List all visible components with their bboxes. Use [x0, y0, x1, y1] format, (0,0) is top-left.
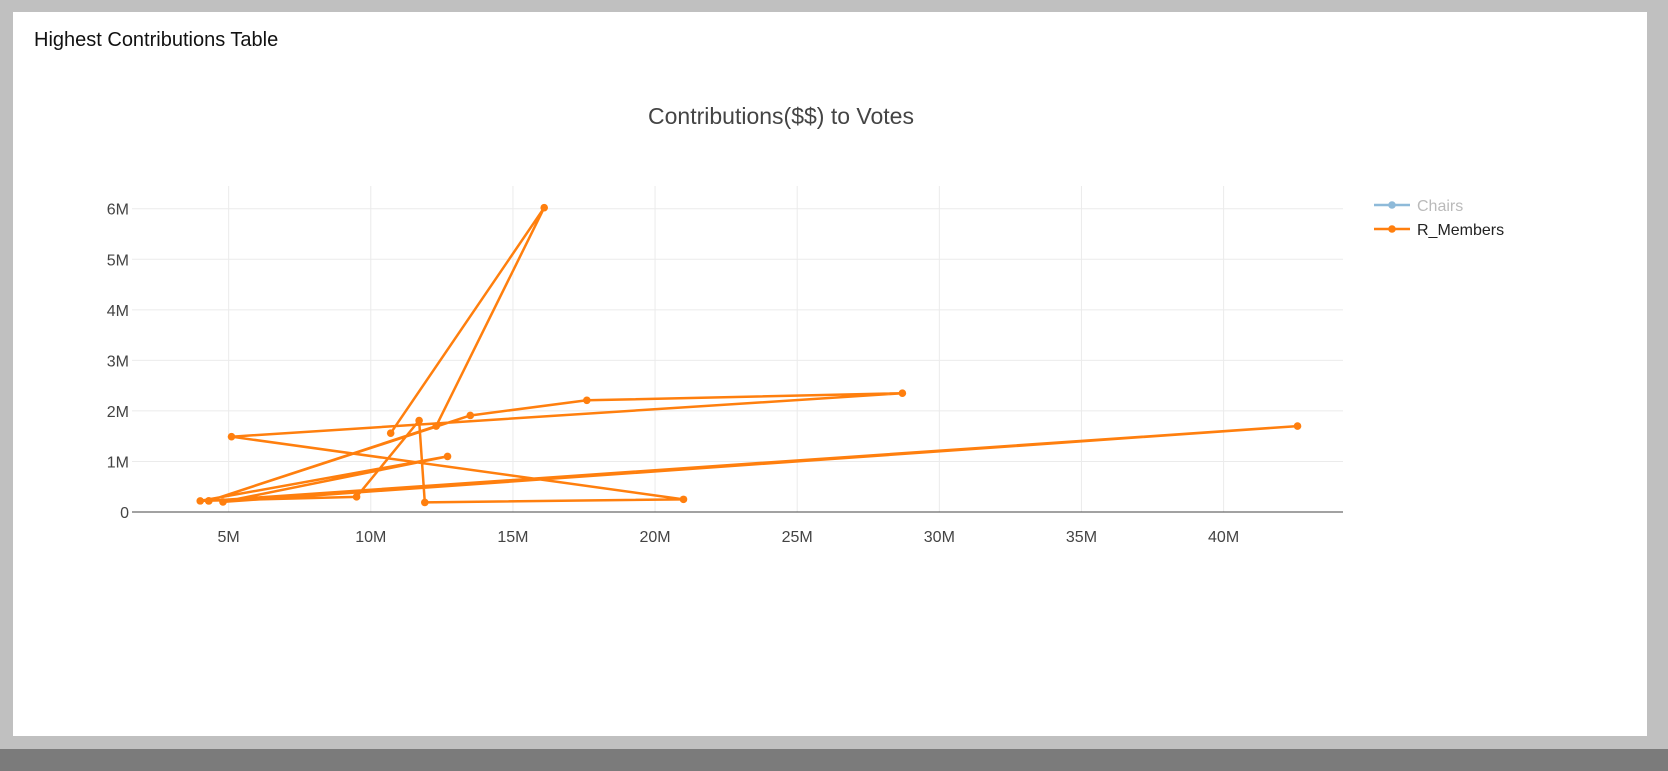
data-point[interactable]	[352, 493, 361, 501]
grid-layer	[132, 186, 1343, 512]
data-point[interactable]	[466, 411, 475, 420]
legend-item-chairs[interactable]: Chairs	[1374, 198, 1463, 215]
legend-item-r-members[interactable]: R_Members	[1374, 222, 1504, 239]
y-tick-label: 3M	[107, 353, 129, 370]
data-point[interactable]	[227, 432, 236, 441]
chart-panel: Highest Contributions Table	[13, 12, 1647, 736]
data-point[interactable]	[443, 452, 452, 461]
x-tick-label: 30M	[924, 529, 955, 546]
series-layer[interactable]	[196, 203, 1302, 507]
legend-label: R_Members	[1417, 222, 1504, 239]
legend-swatch-marker	[1388, 201, 1396, 209]
x-tick-label: 5M	[218, 529, 240, 546]
data-point[interactable]	[1293, 422, 1302, 430]
y-tick-label: 6M	[107, 202, 129, 219]
data-point[interactable]	[432, 422, 440, 430]
bottom-bar	[0, 749, 1668, 771]
legend[interactable]: Chairs R_Members	[1374, 198, 1504, 239]
y-tick-label: 1M	[107, 454, 129, 471]
legend-label: Chairs	[1417, 198, 1463, 215]
data-point[interactable]	[415, 416, 423, 425]
data-point[interactable]	[540, 203, 548, 212]
axis-layer: 5M 10M 15M 20M 25M 30M 35M 40M 0 1M 2M 3M 4M 5M 6M	[107, 202, 1343, 546]
x-tick-label: 15M	[497, 529, 528, 546]
x-tick-label: 20M	[639, 529, 670, 546]
data-point[interactable]	[898, 389, 907, 398]
x-tick-label: 10M	[355, 529, 386, 546]
data-point[interactable]	[219, 498, 227, 506]
data-point[interactable]	[196, 497, 205, 505]
x-tick-label: 40M	[1208, 529, 1239, 546]
data-point[interactable]	[386, 429, 395, 437]
data-point[interactable]	[204, 497, 213, 505]
y-tick-label: 5M	[107, 252, 129, 269]
chart-title: Contributions($$) to Votes	[648, 103, 914, 129]
x-tick-label: 25M	[782, 529, 813, 546]
y-tick-label: 0	[120, 505, 129, 522]
x-tick-label: 35M	[1066, 529, 1097, 546]
page-title: Highest Contributions Table	[34, 29, 279, 51]
legend-swatch-marker	[1388, 225, 1396, 233]
data-point[interactable]	[421, 498, 429, 507]
series-line-r-members[interactable]	[198, 206, 1299, 504]
data-point[interactable]	[679, 495, 688, 504]
data-point[interactable]	[583, 396, 591, 405]
y-tick-label: 4M	[107, 303, 129, 320]
y-tick-label: 2M	[107, 404, 129, 421]
